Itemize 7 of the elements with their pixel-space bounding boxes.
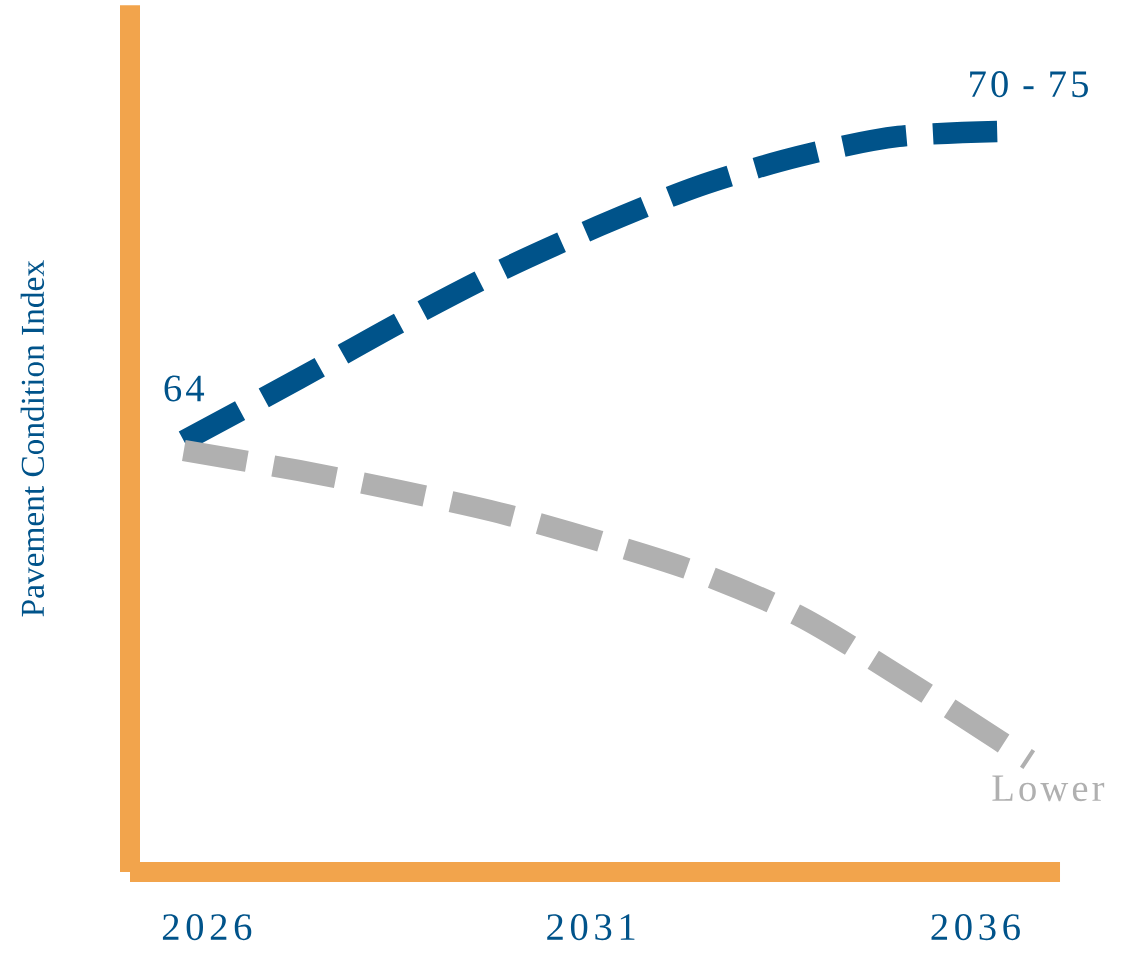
x-tick-label: 2026 xyxy=(162,914,252,941)
annotation: 70 - 75 xyxy=(970,71,1088,98)
x-tick-label: 2031 xyxy=(547,914,635,941)
annotation: Lower xyxy=(992,775,1105,802)
annotation: 64 xyxy=(164,375,205,402)
y-axis-title: Pavement Condition Index xyxy=(20,260,45,617)
x-tick-label: 2036 xyxy=(931,914,1020,941)
